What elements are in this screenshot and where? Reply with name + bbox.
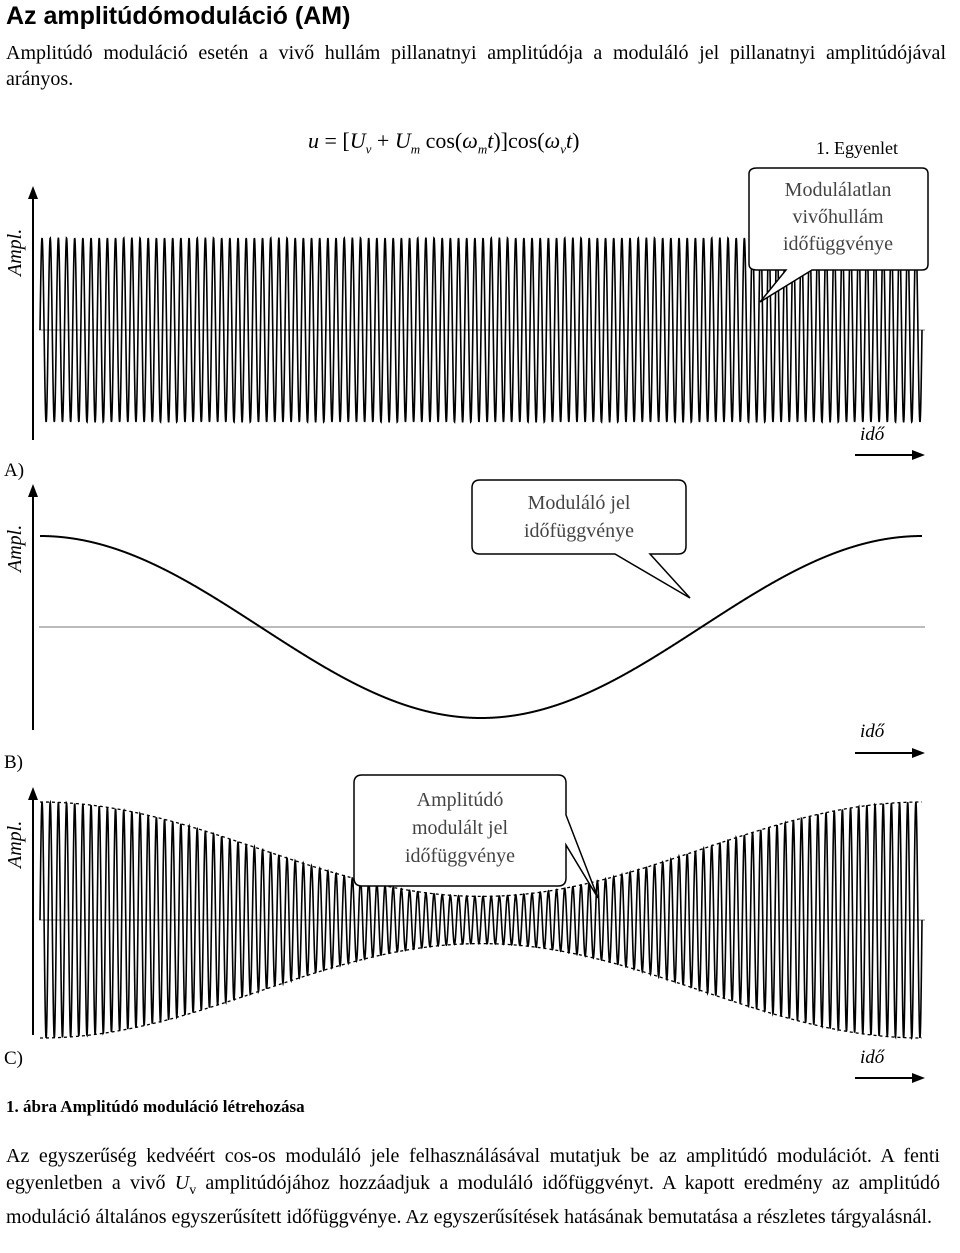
callout-b-line-2: időfüggvénye <box>524 520 634 542</box>
intro-paragraph: Amplitúdó moduláció esetén a vivő hullám… <box>6 42 946 90</box>
eq-U2: U <box>394 128 411 153</box>
panel-a-y-arrow <box>28 186 38 199</box>
panel-b-time-arrow <box>912 748 925 758</box>
eq-t1: t <box>487 128 494 153</box>
eq-equals: = [ <box>319 128 350 153</box>
callout-c-line-3: időfüggvénye <box>405 845 515 867</box>
callout-a-bubble <box>748 167 929 303</box>
envelope-lower <box>40 942 922 1039</box>
panel-a-time-arrow <box>912 450 925 460</box>
callout-c-line-2: modulált jel <box>412 817 509 839</box>
body-part-1: Az egyszerűség kedvéért cos-os moduláló … <box>6 1145 940 1194</box>
eq-plus: + <box>371 128 395 153</box>
figure-caption: 1. ábra Amplitúdó moduláció létrehozása <box>6 1097 305 1116</box>
panel-c-y-label: Ampl. <box>4 820 26 868</box>
panel-c-y-arrow <box>28 787 38 800</box>
eq-U1: U <box>349 128 366 153</box>
eq-t2: t <box>565 128 573 153</box>
am-modulated-wave <box>39 799 923 1041</box>
eq-sub-v1: v <box>365 141 372 157</box>
eq-omega1: ω <box>462 128 478 153</box>
eq-sub-v2: v <box>560 141 566 157</box>
body-paragraph: Az egyszerűség kedvéért cos-os moduláló … <box>6 1143 940 1231</box>
panel-b-y-label: Ampl. <box>4 524 26 572</box>
eq-close: ) <box>572 128 580 153</box>
eq-omega2: ω <box>544 128 561 153</box>
panel-b-time-label: idő <box>860 721 885 742</box>
callout-a-line-3: időfüggvénye <box>783 233 893 255</box>
callout-b-bubble <box>471 479 691 599</box>
panel-c-time-arrow <box>912 1073 925 1083</box>
am-equation: u = [Uv + Um cos(ωmt)]cos(ωvt) <box>308 128 579 157</box>
panel-c-letter: C) <box>4 1048 23 1069</box>
callout-c-line-1: Amplitúdó <box>417 789 504 811</box>
panel-a-y-label: Ampl. <box>4 228 26 276</box>
panel-b-letter: B) <box>4 752 23 773</box>
eq-cos1: cos( <box>420 128 463 153</box>
page-title: Az amplitúdómoduláció (AM) <box>6 2 351 30</box>
callout-c-bubble <box>353 774 599 899</box>
equation-number: 1. Egyenlet <box>816 138 898 158</box>
panel-b-y-arrow <box>28 484 38 497</box>
envelope-upper <box>40 801 922 898</box>
eq-sub-m1: m <box>410 141 421 157</box>
carrier-wave <box>39 236 923 424</box>
callout-b-line-1: Moduláló jel <box>528 492 631 514</box>
callout-a-line-2: vivőhullám <box>792 206 884 228</box>
body-part-2: amplitúdójához hozzáadjuk a moduláló idő… <box>6 1172 940 1228</box>
eq-u: u <box>308 128 319 153</box>
modulating-wave <box>40 535 922 719</box>
panel-a-letter: A) <box>4 460 25 481</box>
body-symbol: U <box>174 1172 190 1194</box>
panel-c-time-label: idő <box>860 1047 885 1068</box>
body-symbol-sub: v <box>189 1183 197 1198</box>
panel-a-time-label: idő <box>860 424 885 445</box>
eq-mid: )]cos( <box>493 128 545 153</box>
callout-a-line-1: Modulálatlan <box>785 179 892 201</box>
eq-sub-m2: m <box>477 141 488 157</box>
